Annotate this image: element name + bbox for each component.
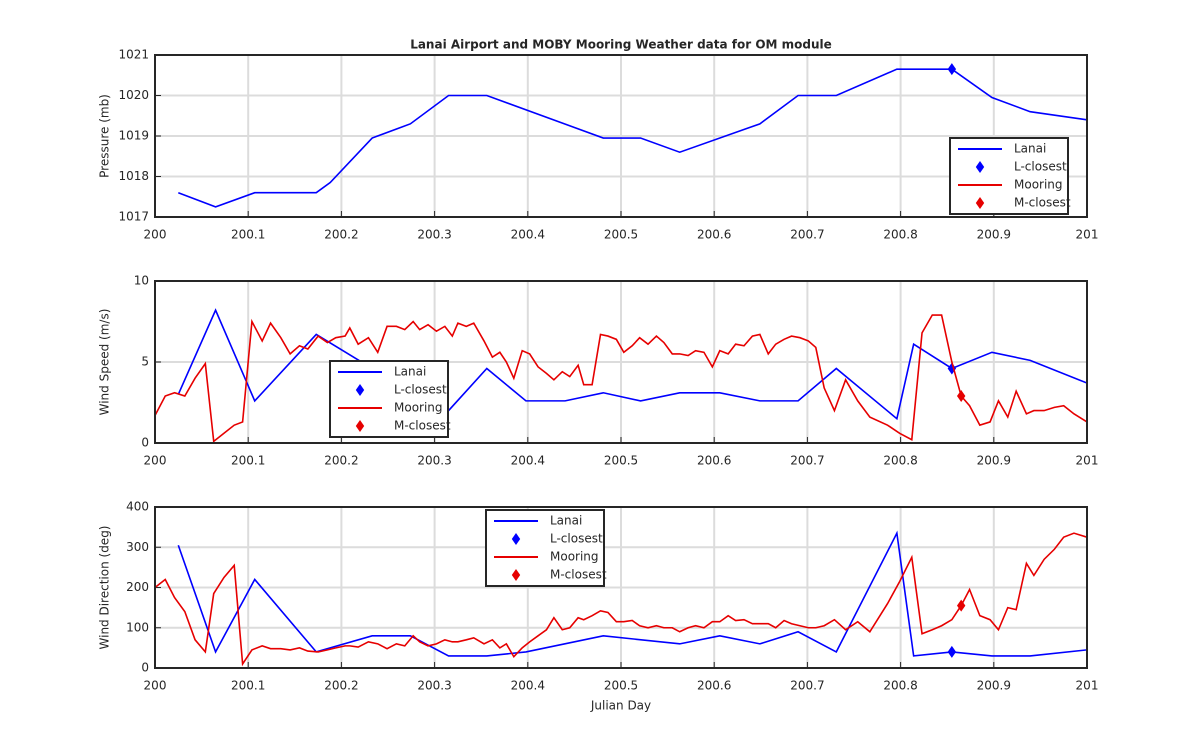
x-tick-label: 200.8 [883,228,917,242]
y-tick-label: 1021 [118,48,149,62]
y-tick-label: 1018 [118,169,149,183]
x-tick-label: 200.5 [604,228,638,242]
legend-marker [511,569,521,581]
y-tick-label: 300 [126,540,149,554]
x-tick-label: 200.4 [511,454,545,468]
x-tick-label: 201 [1076,228,1099,242]
y-tick-label: 0 [141,436,149,450]
x-tick-label: 200.8 [883,679,917,693]
x-tick-label: 201 [1076,679,1099,693]
x-tick-label: 200.9 [977,454,1011,468]
legend-marker [511,533,521,545]
data-line [177,530,1088,657]
x-tick-label: 200.3 [417,454,451,468]
y-axis-label: Wind Speed (m/s) [98,309,112,416]
x-tick-label: 200.6 [697,454,731,468]
legend-marker [355,420,365,432]
x-tick-label: 200.4 [511,679,545,693]
x-tick-label: 200.6 [697,679,731,693]
legend-box [949,137,1069,215]
legend-label: Lanai [394,365,426,379]
x-tick-label: 200.2 [324,454,358,468]
legend: Lanai L-closest Mooring M-closest [485,509,607,587]
legend-label: L-closest [550,532,603,546]
closest-marker [947,63,957,76]
closest-marker [956,390,966,403]
legend-box [329,360,449,438]
x-tick-label: 200 [144,454,167,468]
legend: Lanai L-closest Mooring M-closest [329,360,451,438]
x-tick-label: 200.7 [790,454,824,468]
legend-label: Lanai [1014,142,1046,156]
y-tick-label: 5 [141,355,149,369]
x-tick-label: 200.2 [324,228,358,242]
x-tick-label: 200.9 [977,228,1011,242]
x-tick-label: 200.9 [977,679,1011,693]
legend: Lanai L-closest Mooring M-closest [949,137,1071,215]
y-tick-label: 1019 [118,129,149,143]
legend-label: Mooring [1014,178,1063,192]
chart-title: Lanai Airport and MOBY Mooring Weather d… [410,38,832,52]
y-tick-label: 10 [134,274,149,288]
y-axis-label: Pressure (mb) [98,94,112,178]
legend-marker [975,161,985,173]
legend-marker [355,384,365,396]
x-tick-label: 200.5 [604,679,638,693]
x-tick-label: 200 [144,679,167,693]
data-line [154,532,1088,667]
y-axis-label: Wind Direction (deg) [98,526,112,650]
axes-box [154,506,1088,669]
axes-box [154,54,1088,218]
axes-box [154,280,1088,444]
data-line [177,308,1088,421]
data-line [154,314,1088,443]
legend-label: M-closest [1014,196,1071,210]
legend-label: Lanai [550,514,582,528]
y-tick-label: 200 [126,580,149,594]
x-tick-label: 200.5 [604,454,638,468]
x-tick-label: 200.7 [790,679,824,693]
y-tick-label: 1020 [118,88,149,102]
x-axis-label: Julian Day [590,699,651,713]
y-tick-label: 400 [126,500,149,514]
y-tick-label: 1017 [118,210,149,224]
x-tick-label: 200.3 [417,679,451,693]
data-line [178,68,1088,208]
x-tick-label: 200.8 [883,454,917,468]
x-tick-label: 200.7 [790,228,824,242]
x-tick-label: 200.2 [324,679,358,693]
x-tick-label: 200.1 [231,454,265,468]
legend-label: M-closest [550,568,607,582]
y-tick-label: 0 [141,661,149,675]
closest-marker [956,599,966,612]
legend-label: Mooring [550,550,599,564]
x-tick-label: 200.3 [417,228,451,242]
legend-box [485,509,605,587]
x-tick-label: 200.1 [231,679,265,693]
y-tick-label: 100 [126,620,149,634]
x-tick-label: 200.1 [231,228,265,242]
x-tick-label: 201 [1076,454,1099,468]
legend-marker [975,197,985,209]
x-tick-label: 200.6 [697,228,731,242]
legend-label: L-closest [1014,160,1067,174]
legend-label: L-closest [394,383,447,397]
legend-label: Mooring [394,401,443,415]
legend-label: M-closest [394,419,451,433]
x-tick-label: 200 [144,228,167,242]
closest-marker [947,645,957,658]
x-tick-label: 200.4 [511,228,545,242]
